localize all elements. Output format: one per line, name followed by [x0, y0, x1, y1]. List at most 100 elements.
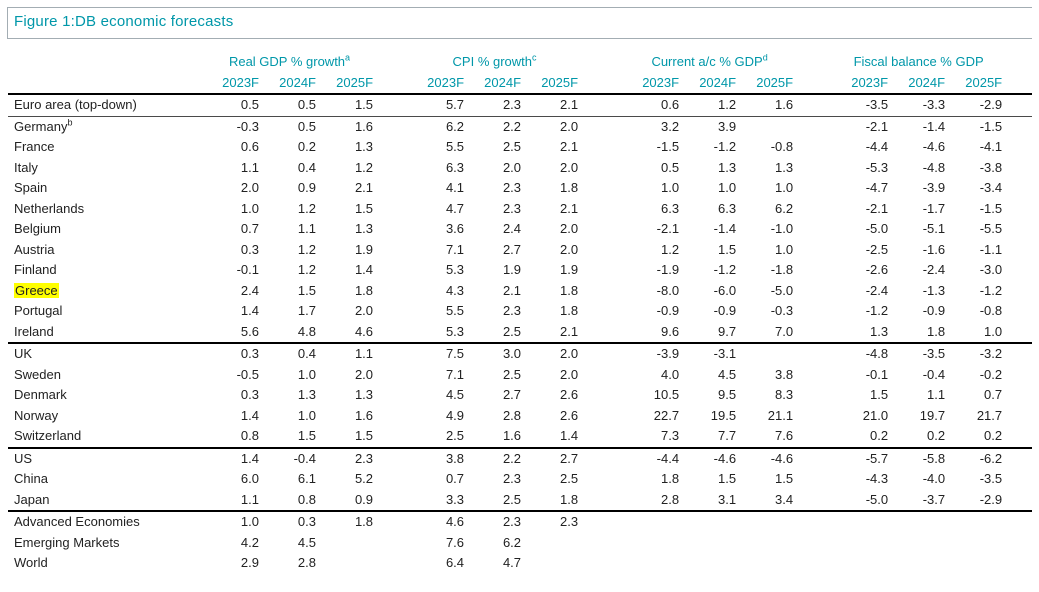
value-cell: 1.6: [354, 118, 374, 134]
value-cell: -3.0: [979, 262, 1003, 277]
column-gap: [795, 52, 833, 73]
value-cell: 0.3: [297, 514, 316, 529]
value-cell: 1.1: [927, 387, 946, 402]
column-gap: [375, 219, 409, 240]
column-gap: [795, 489, 834, 512]
value-cell: -0.4: [922, 366, 946, 382]
value-cell: -3.9: [656, 346, 680, 361]
value-cell: 19.5: [710, 407, 737, 423]
row-label: Austria: [14, 241, 55, 257]
value-cell: 4.9: [445, 407, 465, 423]
value-cell: -3.2: [979, 346, 1003, 361]
value-cell: 0.9: [297, 180, 316, 195]
value-cell: 1.6: [354, 407, 374, 423]
column-gap: [580, 533, 624, 554]
column-gap: [375, 281, 409, 302]
value-cell: 1.1: [240, 159, 259, 175]
right-spacer: [1004, 240, 1032, 261]
value-cell: -1.6: [922, 241, 946, 257]
value-cell: -4.7: [865, 180, 889, 195]
column-gap: [580, 158, 624, 179]
figure-title: Figure 1:DB economic forecasts: [14, 13, 234, 30]
value-cell: 6.0: [240, 471, 259, 486]
value-cell: [523, 533, 580, 554]
column-gap: [795, 511, 833, 533]
row-label: Finland: [14, 262, 57, 277]
column-gap: [375, 343, 409, 365]
value-cell: 1.8: [890, 321, 948, 344]
figure-header: Figure 1:DB economic forecasts: [7, 7, 1032, 39]
table-row: Italy 1.1 0.4 1.2 6.3 2.0 2.0 0.5 1.3 1.3 -5.3 -4.8…: [8, 158, 1032, 179]
value-cell: 1.0: [660, 180, 680, 195]
column-gap: [580, 72, 625, 95]
column-gap: [375, 52, 409, 73]
value-cell: -2.1: [656, 221, 680, 236]
row-label: Portugal: [14, 303, 63, 318]
row-label: UK: [14, 346, 33, 361]
value-cell: -1.5: [656, 139, 680, 154]
column-gap: [375, 72, 410, 95]
value-cell: -2.1: [865, 118, 889, 134]
right-spacer: [1004, 448, 1032, 470]
value-cell: 3.0: [502, 346, 522, 361]
value-cell: 2.5: [502, 139, 522, 154]
footnote-marker-d: d: [762, 52, 768, 63]
value-cell: -1.0: [770, 221, 794, 236]
value-cell: 6.2: [445, 118, 465, 134]
value-cell: 1.1: [297, 221, 316, 236]
value-cell: 1.2: [354, 159, 374, 175]
value-cell: [681, 511, 738, 533]
value-cell: 4.1: [445, 180, 465, 195]
right-spacer: [1004, 426, 1033, 449]
value-cell: 1.0: [775, 241, 794, 257]
value-cell: 2.3: [466, 94, 524, 117]
value-cell: -0.8: [979, 303, 1003, 318]
row-label: Denmark: [14, 387, 67, 402]
value-cell: -3.5: [833, 94, 891, 117]
value-cell: -5.0: [770, 282, 794, 298]
right-spacer: [1004, 137, 1032, 158]
value-cell: 1.3: [833, 321, 891, 344]
value-cell: 0.4: [297, 346, 316, 361]
value-cell: [833, 533, 890, 554]
value-cell: 1.5: [318, 426, 376, 449]
value-cell: 1.4: [240, 407, 259, 423]
column-gap: [580, 469, 624, 490]
value-cell: -1.4: [922, 118, 946, 134]
row-label: Switzerland: [8, 426, 204, 449]
row-label: Euro area (top-down): [8, 94, 204, 117]
value-cell: 0.2: [947, 426, 1005, 449]
value-cell: [681, 533, 738, 554]
value-cell: 7.1: [445, 366, 465, 382]
value-cell: 1.1: [204, 489, 261, 512]
table-row: World 2.9 2.8 6.4 4.7: [8, 553, 1032, 574]
column-gap: [580, 240, 624, 261]
value-cell: [681, 553, 738, 574]
value-cell: 0.5: [204, 94, 261, 117]
table-row: Portugal 1.4 1.7 2.0 5.5 2.3 1.8 -0.9 -0.9 -0.3 -1…: [8, 301, 1032, 322]
column-gap: [795, 426, 834, 449]
value-cell: -2.1: [865, 200, 889, 216]
right-spacer: [1004, 178, 1032, 199]
row-label: Emerging Markets: [14, 534, 120, 550]
column-gap: [375, 158, 409, 179]
value-cell: 8.3: [775, 387, 794, 402]
value-cell: 10.5: [653, 387, 680, 402]
value-cell: 7.6: [445, 534, 465, 550]
group-header-label: Fiscal balance % GDP: [853, 54, 984, 69]
value-cell: 3.1: [681, 489, 739, 512]
group-header-label: Real GDP % growth: [228, 54, 346, 69]
table-row: France 0.6 0.2 1.3 5.5 2.5 2.1 -1.5 -1.2 -0.8 -4.4…: [8, 137, 1032, 158]
value-cell: 7.1: [445, 241, 465, 257]
right-spacer: [1004, 158, 1032, 179]
forecast-table: Real GDP % growtha CPI % growthc Current…: [8, 52, 1033, 574]
table-row: Ireland 5.6 4.8 4.6 5.3 2.5 2.1 9.6 9.7 7.0 1.3 1.8…: [8, 321, 1033, 344]
value-cell: 21.1: [767, 407, 794, 423]
value-cell: 0.6: [624, 94, 682, 117]
value-cell: 2.4: [240, 282, 259, 298]
value-cell: -3.8: [979, 159, 1003, 175]
column-gap: [580, 137, 624, 158]
year-header: 2023F: [409, 72, 467, 95]
column-gap: [795, 178, 833, 199]
value-cell: -4.3: [865, 471, 889, 486]
